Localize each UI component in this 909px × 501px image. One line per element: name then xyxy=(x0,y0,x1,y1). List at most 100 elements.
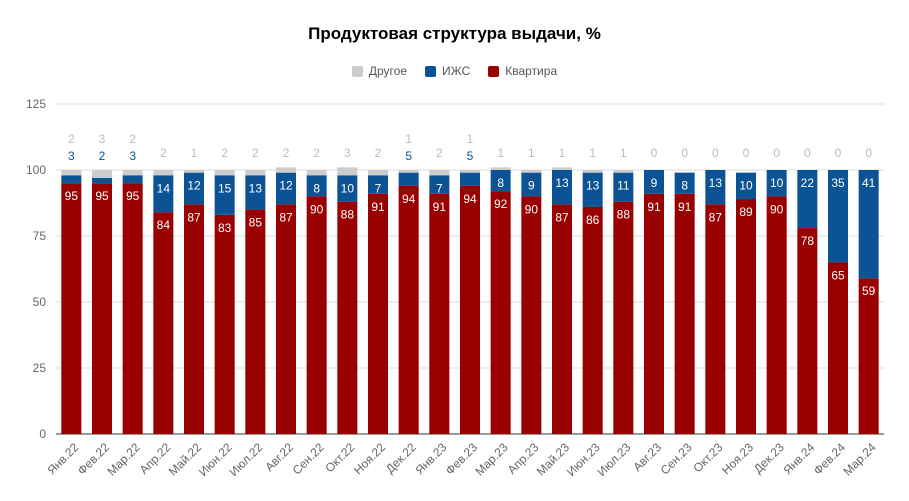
data-label-other: 3 xyxy=(99,132,106,146)
data-label-apartment: 87 xyxy=(187,210,201,224)
bar-izhs xyxy=(460,172,480,186)
data-label-apartment: 90 xyxy=(310,202,324,216)
bar-apartment xyxy=(245,209,266,434)
data-label-apartment: 89 xyxy=(739,205,753,219)
data-label-izhs: 13 xyxy=(586,179,600,193)
bar-other xyxy=(276,167,296,173)
data-label-other: 0 xyxy=(712,146,719,160)
bar-apartment xyxy=(674,193,695,434)
data-label-izhs: 10 xyxy=(739,179,753,193)
data-label-other: 1 xyxy=(405,132,412,146)
bar-izhs xyxy=(92,177,112,184)
bar-other xyxy=(613,170,634,173)
legend-item-other: Другое xyxy=(351,64,407,78)
data-label-apartment: 95 xyxy=(95,189,109,203)
bar-izhs xyxy=(705,170,726,205)
y-tick-label: 25 xyxy=(33,361,47,375)
bar-apartment xyxy=(153,212,174,434)
data-label-izhs: 22 xyxy=(801,176,815,190)
bar-other xyxy=(460,170,480,173)
x-tick-label: Мар.23 xyxy=(472,440,511,479)
legend-label-apartment: Квартира xyxy=(505,64,558,78)
bar-other xyxy=(214,170,235,176)
bar-apartment xyxy=(92,183,112,434)
data-label-other: 1 xyxy=(620,146,627,160)
data-label-izhs: 11 xyxy=(617,179,630,193)
data-label-izhs: 2 xyxy=(99,149,106,163)
data-label-izhs: 13 xyxy=(249,181,263,195)
data-label-other: 2 xyxy=(283,146,290,160)
data-label-other: 1 xyxy=(467,132,474,146)
bar-izhs xyxy=(184,172,204,205)
bar-apartment xyxy=(184,204,204,434)
data-label-apartment: 91 xyxy=(433,200,447,214)
data-label-izhs: 3 xyxy=(68,149,75,163)
bar-apartment xyxy=(521,196,542,434)
legend-swatch-apartment xyxy=(488,65,500,77)
data-label-izhs: 12 xyxy=(279,179,293,193)
bar-apartment xyxy=(306,196,327,434)
x-tick-label: Мар.22 xyxy=(104,440,143,479)
data-label-apartment: 94 xyxy=(402,192,416,206)
bar-apartment xyxy=(368,193,388,434)
data-label-izhs: 13 xyxy=(555,176,569,190)
legend-label-other: Другое xyxy=(368,64,407,78)
data-label-other: 0 xyxy=(681,146,688,160)
data-label-other: 2 xyxy=(68,132,75,146)
y-tick-label: 100 xyxy=(26,163,46,177)
bar-izhs xyxy=(674,172,695,194)
data-label-izhs: 10 xyxy=(770,176,784,190)
bar-apartment xyxy=(797,228,818,434)
data-label-apartment: 90 xyxy=(525,202,539,216)
data-label-other: 1 xyxy=(559,146,566,160)
bar-apartment xyxy=(766,196,787,434)
x-tick-label: Июл.22 xyxy=(227,440,266,479)
data-label-apartment: 90 xyxy=(770,202,784,216)
bar-other xyxy=(184,170,204,173)
bar-apartment xyxy=(429,193,450,434)
data-label-izhs: 9 xyxy=(651,176,658,190)
data-label-apartment: 78 xyxy=(801,234,815,248)
data-label-apartment: 94 xyxy=(463,192,477,206)
data-label-other: 3 xyxy=(344,146,351,160)
legend: Другое ИЖС Квартира xyxy=(0,64,909,78)
legend-swatch-other xyxy=(351,65,363,77)
bar-other xyxy=(521,170,542,173)
bar-apartment xyxy=(858,278,879,434)
data-label-apartment: 92 xyxy=(494,197,508,211)
bar-izhs xyxy=(61,175,82,184)
bar-izhs xyxy=(521,172,542,197)
bar-izhs xyxy=(858,170,879,279)
x-tick-label: Сен.22 xyxy=(290,440,327,477)
data-label-apartment: 83 xyxy=(218,221,232,235)
bar-izhs xyxy=(613,172,634,202)
bar-izhs xyxy=(429,175,450,194)
data-label-izhs: 35 xyxy=(831,176,845,190)
data-label-other: 2 xyxy=(375,146,382,160)
data-label-apartment: 95 xyxy=(126,189,140,203)
data-label-other: 1 xyxy=(528,146,535,160)
data-label-izhs: 3 xyxy=(129,149,136,163)
data-label-other: 2 xyxy=(436,146,443,160)
bar-izhs xyxy=(490,170,511,192)
data-label-apartment: 88 xyxy=(617,208,631,222)
bar-apartment xyxy=(490,191,511,434)
data-label-apartment: 91 xyxy=(678,200,692,214)
x-tick-label: Дек.23 xyxy=(751,440,787,476)
data-label-izhs: 5 xyxy=(405,149,412,163)
bar-izhs xyxy=(214,175,235,215)
x-tick-label: Янв.23 xyxy=(412,440,449,477)
legend-item-apartment: Квартира xyxy=(488,64,557,78)
data-label-other: 0 xyxy=(651,146,658,160)
bar-other xyxy=(122,170,143,176)
bar-izhs xyxy=(644,170,664,194)
data-label-apartment: 95 xyxy=(65,189,79,203)
data-label-other: 2 xyxy=(313,146,320,160)
bar-apartment xyxy=(613,201,634,434)
x-tick-label: Ноя.23 xyxy=(719,440,756,477)
bar-izhs xyxy=(276,172,296,205)
data-label-apartment: 87 xyxy=(555,210,569,224)
data-label-izhs: 8 xyxy=(313,181,320,195)
bar-apartment xyxy=(337,201,358,434)
